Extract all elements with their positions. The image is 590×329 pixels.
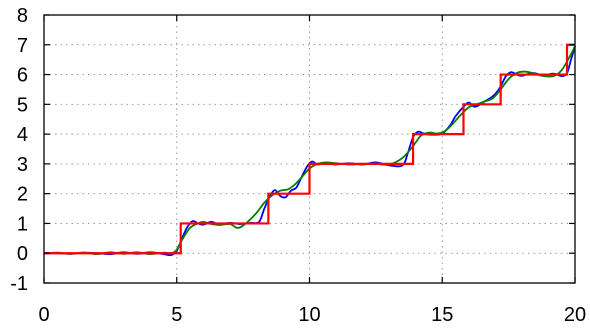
y-tick-label: -1: [10, 273, 28, 295]
y-tick-label: 5: [17, 94, 28, 116]
y-tick-label: 2: [17, 184, 28, 206]
x-tick-label: 15: [431, 304, 453, 326]
y-tick-label: 4: [17, 124, 28, 146]
tick-labels: 0 5 10 15 20 -1 0 1 2 3 4 5 6 7 8: [10, 5, 586, 326]
y-tick-label: 6: [17, 65, 28, 87]
series-group: [43, 43, 576, 257]
y-tick-label: 7: [17, 35, 28, 57]
plot-background: [44, 15, 575, 283]
x-tick-label: 0: [38, 304, 49, 326]
y-tick-label: 0: [17, 243, 28, 265]
y-tick-label: 3: [17, 154, 28, 176]
y-tick-label: 1: [17, 213, 28, 235]
tick-marks: [43, 14, 576, 284]
x-tick-label: 20: [564, 304, 586, 326]
y-tick-label: 8: [17, 5, 28, 27]
x-tick-label: 10: [298, 304, 320, 326]
x-tick-label: 5: [171, 304, 182, 326]
series-line-0: [44, 43, 575, 255]
